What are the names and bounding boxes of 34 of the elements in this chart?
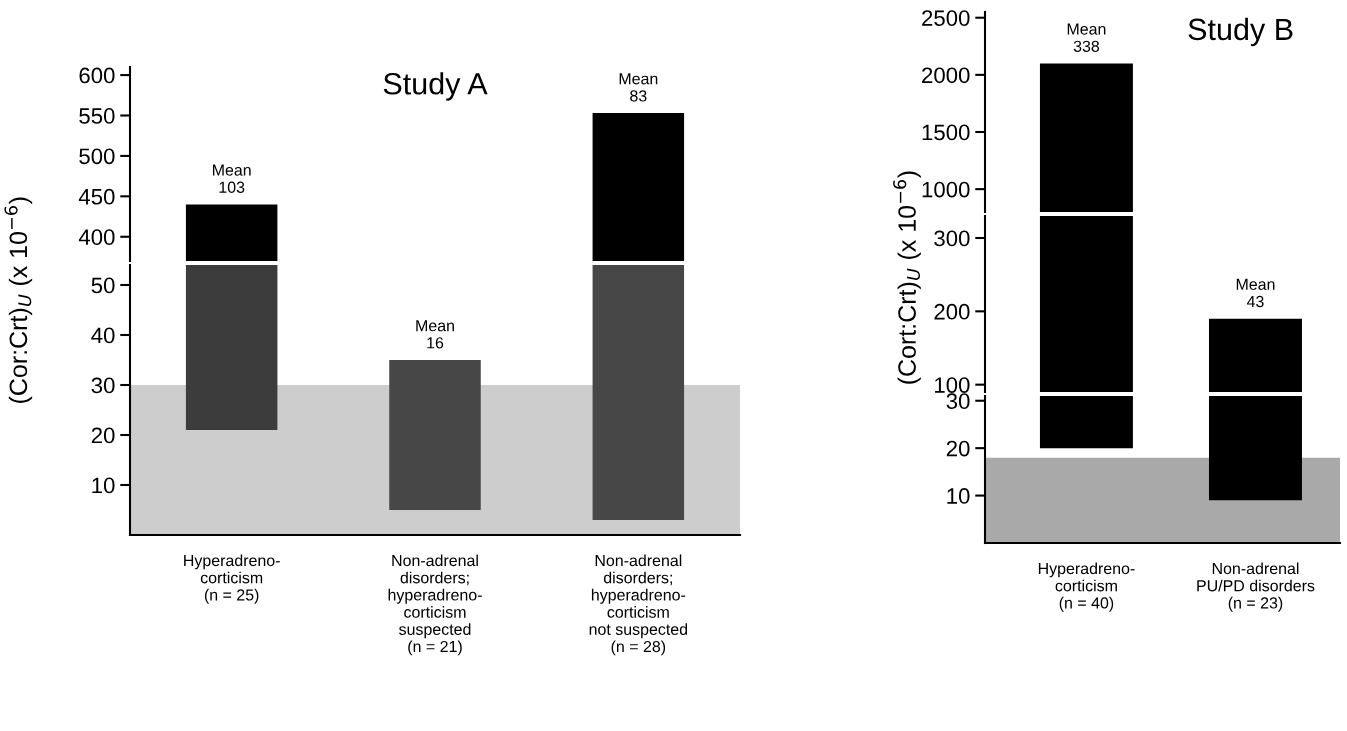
y-tick-label: 500: [79, 148, 115, 165]
y-tick-label: 300: [934, 230, 970, 247]
annotation: Mean 43: [1236, 278, 1275, 308]
annotation: Mean 338: [1067, 23, 1106, 52]
x-tick-label: Non-adrenal disorders; hyperadreno- corticism not suspected (n = 28): [589, 554, 688, 656]
y-tick-label: 450: [78, 188, 115, 205]
x-tick-label: Hyperadreno- corticism (n = 25): [184, 554, 280, 604]
annotation: Mean 16: [416, 320, 454, 349]
y-tick-label: 40: [91, 327, 115, 344]
y-tick-label: 100: [935, 377, 970, 393]
chart-title: Study B: [1188, 17, 1293, 47]
x-tick-label: Non-adrenal disorders; hyperadreno- corticism suspected (n = 21): [388, 554, 482, 656]
y-tick-label: 1000: [922, 181, 970, 198]
x-tick-label: Hyperadreno- corticism (n = 40): [1038, 562, 1135, 612]
y-axis-title: (Cor:Crt)$_{U}$ (x 10$^{−6}$): [4, 197, 33, 403]
annotation: Mean 83: [619, 73, 658, 102]
y-tick-label: 200: [934, 303, 970, 320]
y-tick-label: 20: [91, 427, 115, 444]
chart-title: Study A: [383, 72, 488, 101]
y-tick-label: 2500: [922, 10, 970, 26]
x-tick-label: Non-adrenal PU/PD disorders (n = 23): [1197, 562, 1315, 612]
y-tick-label: 50: [91, 277, 115, 294]
y-tick-label: 30: [946, 393, 970, 410]
y-tick-label: 600: [79, 67, 115, 84]
y-axis-title: (Cort:Crt)$_{U}$ (x 10$^{−6}$): [893, 171, 921, 384]
y-tick-label: 550: [79, 108, 115, 124]
y-tick-label: 400: [78, 229, 115, 246]
y-tick-label: 20: [946, 440, 970, 457]
y-tick-label: 1500: [922, 124, 970, 141]
y-tick-label: 10: [92, 477, 115, 494]
annotation: Mean 103: [213, 164, 251, 193]
y-tick-label: 30: [91, 377, 115, 394]
y-tick-label: 10: [947, 488, 970, 504]
y-tick-label: 2000: [922, 67, 970, 84]
